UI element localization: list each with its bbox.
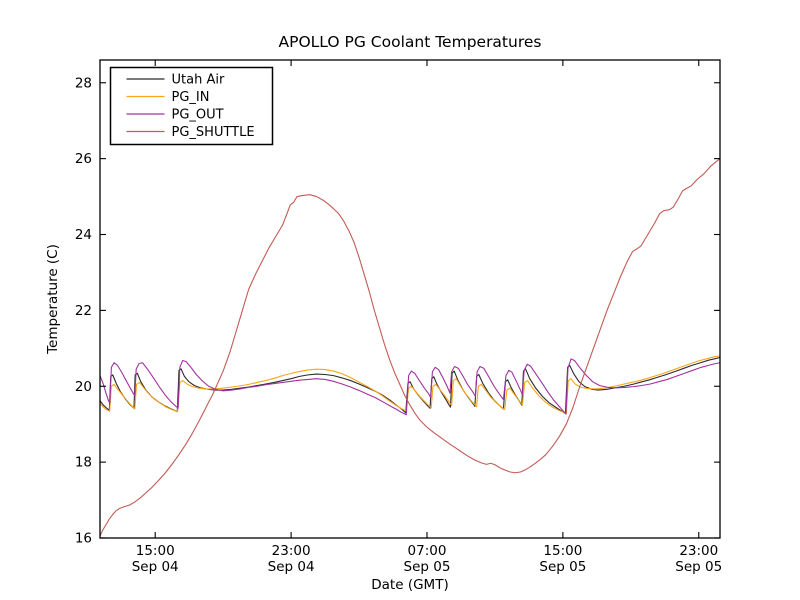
x-tick-label-time: 23:00	[679, 543, 718, 559]
series-line-pg-shuttle	[100, 158, 720, 537]
series-line-pg-out	[100, 358, 720, 416]
x-tick-label-date: Sep 05	[675, 559, 722, 575]
y-tick-label: 18	[75, 455, 92, 471]
x-tick-label-date: Sep 04	[268, 559, 315, 575]
legend-label-pg-out: PG_OUT	[172, 108, 224, 123]
x-axis-label: Date (GMT)	[371, 577, 448, 593]
x-tick-label-time: 15:00	[136, 543, 175, 559]
x-tick-label-time: 07:00	[408, 543, 447, 559]
x-tick-label-date: Sep 04	[132, 559, 179, 575]
x-tick-label-date: Sep 05	[539, 559, 586, 575]
y-tick-label: 24	[75, 227, 92, 243]
legend: Utah Air PG_IN PG_OUT PG_SHUTTLE	[109, 66, 274, 146]
plot-border	[99, 59, 721, 539]
y-tick-label: 26	[75, 151, 92, 167]
series-line-pg-in	[100, 355, 720, 415]
x-tick-label-time: 15:00	[543, 543, 582, 559]
axes-layer	[99, 59, 721, 539]
chart-title: APOLLO PG Coolant Temperatures	[279, 33, 542, 51]
legend-label-pg-shuttle: PG_SHUTTLE	[172, 125, 255, 140]
series-layer	[100, 158, 720, 537]
x-tick-label-date: Sep 05	[404, 559, 451, 575]
y-tick-label: 16	[75, 531, 92, 547]
y-axis-label: Temperature (C)	[45, 244, 61, 355]
x-tick-label-time: 23:00	[272, 543, 311, 559]
y-tick-label: 22	[75, 303, 92, 319]
legend-label-utah-air: Utah Air	[172, 73, 225, 88]
legend-label-pg-in: PG_IN	[172, 90, 210, 105]
y-tick-label: 20	[75, 379, 92, 395]
y-tick-label: 28	[75, 75, 92, 91]
